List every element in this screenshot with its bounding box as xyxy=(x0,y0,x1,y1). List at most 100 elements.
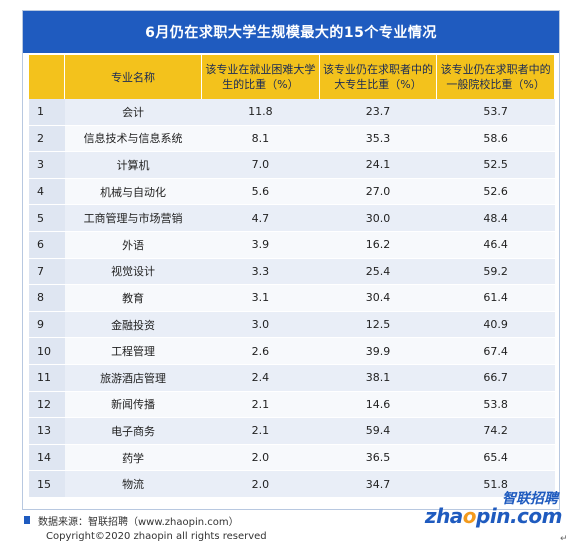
row-index: 7 xyxy=(29,258,65,286)
table-row: 3 计算机 7.0 24.1 52.5 xyxy=(29,151,555,179)
row-index: 11 xyxy=(29,364,65,392)
row-general-share: 53.8 xyxy=(436,391,555,419)
table-row: 11 旅游酒店管理 2.4 38.1 66.7 xyxy=(29,364,555,392)
row-difficulty-share: 4.7 xyxy=(201,204,320,232)
row-major-name: 会计 xyxy=(64,99,202,126)
row-major-name: 工商管理与市场营销 xyxy=(64,204,202,232)
row-difficulty-share: 2.0 xyxy=(201,470,320,498)
table-row: 5 工商管理与市场营销 4.7 30.0 48.4 xyxy=(29,204,555,232)
row-major-name: 金融投资 xyxy=(64,311,202,339)
row-difficulty-share: 3.1 xyxy=(201,284,320,312)
row-college-share: 30.0 xyxy=(319,204,437,232)
row-major-name: 工程管理 xyxy=(64,337,202,365)
row-college-share: 35.3 xyxy=(319,125,437,153)
header-major: 专业名称 xyxy=(64,55,203,99)
row-index: 5 xyxy=(29,204,65,232)
row-major-name: 药学 xyxy=(64,444,202,472)
table-row: 14 药学 2.0 36.5 65.4 xyxy=(29,444,555,472)
row-general-share: 40.9 xyxy=(436,311,555,339)
row-difficulty-share: 2.6 xyxy=(201,337,320,365)
row-major-name: 外语 xyxy=(64,231,202,259)
row-index: 10 xyxy=(29,337,65,365)
row-college-share: 38.1 xyxy=(319,364,437,392)
logo-en-text: zhaopin.com xyxy=(424,504,563,528)
row-difficulty-share: 2.1 xyxy=(201,417,320,445)
row-general-share: 61.4 xyxy=(436,284,555,312)
row-difficulty-share: 3.9 xyxy=(201,231,320,259)
row-major-name: 电子商务 xyxy=(64,417,202,445)
table-row: 12 新闻传播 2.1 14.6 53.8 xyxy=(29,391,555,419)
zhaopin-logo: 智联招聘 zhaopin.com xyxy=(425,488,566,528)
copyright: Copyright©2020 zhaopin all rights reserv… xyxy=(46,531,267,542)
data-table: 专业名称 该专业在就业困难大学生的比重（%） 该专业仍在求职者中的大专生比重（%… xyxy=(29,55,555,498)
row-difficulty-share: 2.1 xyxy=(201,391,320,419)
row-index: 4 xyxy=(29,178,65,206)
row-college-share: 23.7 xyxy=(319,99,437,126)
row-college-share: 36.5 xyxy=(319,444,437,472)
row-college-share: 39.9 xyxy=(319,337,437,365)
row-general-share: 53.7 xyxy=(436,99,555,126)
row-general-share: 58.6 xyxy=(436,125,555,153)
table-row: 15 物流 2.0 34.7 51.8 xyxy=(29,470,555,498)
row-difficulty-share: 8.1 xyxy=(201,125,320,153)
row-index: 13 xyxy=(29,417,65,445)
row-major-name: 旅游酒店管理 xyxy=(64,364,202,392)
header-index xyxy=(29,55,66,99)
row-major-name: 信息技术与信息系统 xyxy=(64,125,202,153)
row-major-name: 视觉设计 xyxy=(64,258,202,286)
row-major-name: 机械与自动化 xyxy=(64,178,202,206)
row-difficulty-share: 2.0 xyxy=(201,444,320,472)
row-difficulty-share: 7.0 xyxy=(201,151,320,179)
table-row: 7 视觉设计 3.3 25.4 59.2 xyxy=(29,258,555,286)
row-index: 9 xyxy=(29,311,65,339)
table-row: 13 电子商务 2.1 59.4 74.2 xyxy=(29,417,555,445)
row-college-share: 27.0 xyxy=(319,178,437,206)
header-college-share: 该专业仍在求职者中的大专生比重（%） xyxy=(319,55,438,99)
table-row: 10 工程管理 2.6 39.9 67.4 xyxy=(29,337,555,365)
row-college-share: 34.7 xyxy=(319,470,437,498)
row-index: 1 xyxy=(29,99,65,126)
header-general-share: 该专业仍在求职者中的一般院校比重（%） xyxy=(436,55,555,99)
row-major-name: 新闻传播 xyxy=(64,391,202,419)
row-difficulty-share: 3.0 xyxy=(201,311,320,339)
row-index: 2 xyxy=(29,125,65,153)
logo-en-part-b: pin.com xyxy=(476,504,562,528)
row-college-share: 25.4 xyxy=(319,258,437,286)
row-college-share: 16.2 xyxy=(319,231,437,259)
row-general-share: 67.4 xyxy=(436,337,555,365)
row-college-share: 24.1 xyxy=(319,151,437,179)
row-major-name: 教育 xyxy=(64,284,202,312)
row-index: 6 xyxy=(29,231,65,259)
row-index: 12 xyxy=(29,391,65,419)
table-body: 1 会计 11.8 23.7 53.7 2 信息技术与信息系统 8.1 35.3 58.6 3 计算机… xyxy=(29,99,555,498)
row-difficulty-share: 11.8 xyxy=(201,99,320,126)
row-general-share: 48.4 xyxy=(436,204,555,232)
row-college-share: 30.4 xyxy=(319,284,437,312)
row-index: 3 xyxy=(29,151,65,179)
table-row: 1 会计 11.8 23.7 53.7 xyxy=(29,99,555,126)
row-general-share: 65.4 xyxy=(436,444,555,472)
row-general-share: 52.6 xyxy=(436,178,555,206)
logo-en-o: o xyxy=(462,504,477,528)
row-major-name: 物流 xyxy=(64,470,202,498)
table-row: 2 信息技术与信息系统 8.1 35.3 58.6 xyxy=(29,125,555,153)
row-college-share: 12.5 xyxy=(319,311,437,339)
row-difficulty-share: 3.3 xyxy=(201,258,320,286)
data-source: 数据来源：智联招聘（www.zhaopin.com） xyxy=(38,517,239,528)
table-row: 8 教育 3.1 30.4 61.4 xyxy=(29,284,555,312)
row-index: 15 xyxy=(29,470,65,498)
table-row: 4 机械与自动化 5.6 27.0 52.6 xyxy=(29,178,555,206)
row-difficulty-share: 5.6 xyxy=(201,178,320,206)
source-marker xyxy=(24,516,30,524)
row-general-share: 51.8 xyxy=(436,470,555,498)
row-index: 14 xyxy=(29,444,65,472)
row-general-share: 74.2 xyxy=(436,417,555,445)
row-college-share: 59.4 xyxy=(319,417,437,445)
table-card: 6月仍在求职大学生规模最大的15个专业情况 专业名称 该专业在就业困难大学生的比… xyxy=(22,10,560,510)
logo-en-part-a: zha xyxy=(424,504,463,528)
row-general-share: 59.2 xyxy=(436,258,555,286)
table-row: 9 金融投资 3.0 12.5 40.9 xyxy=(29,311,555,339)
row-college-share: 14.6 xyxy=(319,391,437,419)
row-general-share: 52.5 xyxy=(436,151,555,179)
return-mark-icon: ↵ xyxy=(560,534,568,544)
